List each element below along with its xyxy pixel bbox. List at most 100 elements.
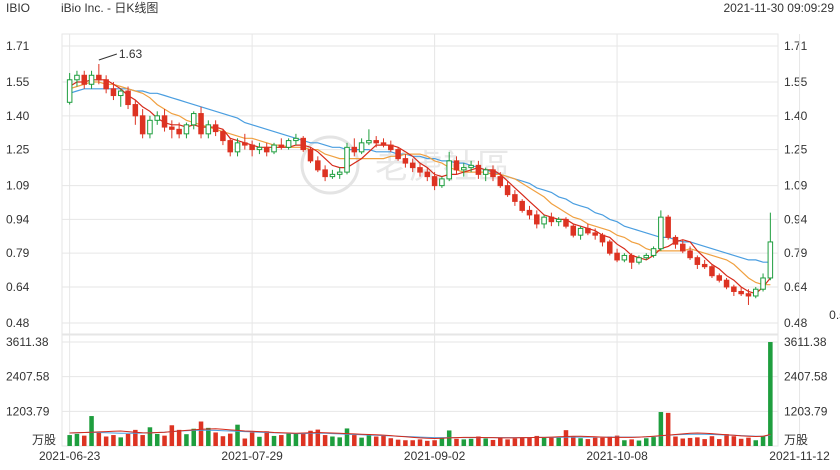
price-tick-right: 1.71: [784, 39, 808, 53]
candle-body: [66, 79, 73, 103]
volume-bar: [468, 438, 474, 446]
candle-body: [621, 254, 628, 261]
candle-body: [417, 167, 423, 173]
candle-body: [285, 140, 292, 148]
candle-body: [431, 176, 438, 187]
volume-bar: [133, 429, 138, 446]
volume-bar: [425, 440, 430, 446]
candle-body: [599, 234, 606, 243]
volume-bar: [541, 437, 547, 446]
candle-body: [424, 171, 431, 178]
price-tick-left: 1.25: [6, 143, 30, 157]
volume-bar: [439, 438, 445, 446]
volume-bar: [578, 438, 583, 446]
candle-body: [366, 140, 372, 144]
volume-bar: [264, 431, 269, 446]
volume-bar: [176, 429, 182, 446]
candle-body: [322, 169, 328, 178]
volume-bar: [249, 432, 255, 446]
volume-bar: [337, 437, 342, 446]
volume-bar: [607, 436, 613, 446]
volume-bar: [571, 436, 576, 446]
candle-body: [709, 266, 715, 277]
volume-bar: [680, 438, 686, 446]
volume-bar: [665, 412, 671, 446]
candle-body: [336, 171, 343, 175]
candle-body: [110, 88, 117, 97]
volume-bar: [498, 437, 503, 446]
volume-bar: [242, 438, 248, 446]
candle-body: [650, 248, 657, 256]
volume-bar: [410, 440, 415, 446]
candle-body: [453, 160, 460, 171]
volume-unit-left: 万股: [32, 433, 56, 447]
candle-body: [300, 137, 306, 151]
volume-bar: [67, 435, 72, 446]
volume-bar: [614, 435, 620, 446]
volume-bar: [600, 437, 605, 446]
candle-body: [752, 288, 759, 297]
volume-panel-frame: [61, 333, 779, 447]
price-tick-right: 1.55: [784, 75, 808, 89]
candle-body: [227, 140, 233, 153]
candle-body: [147, 119, 153, 135]
candle-body: [701, 263, 708, 268]
candle-body: [628, 254, 635, 263]
volume-bar: [731, 436, 737, 446]
price-tick-left: 0.64: [6, 280, 30, 294]
candle-body: [198, 113, 204, 135]
volume-unit-right: 万股: [784, 433, 808, 447]
volume-bar: [622, 440, 627, 446]
volume-bar: [74, 433, 80, 446]
volume-bar: [257, 436, 262, 446]
price-tick-left: 0.48: [6, 316, 30, 330]
volume-bar: [753, 440, 759, 446]
volume-bar: [220, 436, 226, 446]
price-tick-left: 0.79: [6, 246, 30, 260]
candle-body: [439, 178, 445, 187]
volume-tick-left: 1203.79: [6, 404, 50, 418]
date-tick-label: 2021-10-08: [586, 449, 648, 463]
volume-bar: [308, 430, 313, 446]
candle-body: [577, 227, 584, 236]
high-marker-label: 1.63: [119, 47, 143, 61]
candle-body: [482, 169, 489, 175]
candle-body: [344, 146, 350, 173]
candle-body: [694, 257, 701, 265]
candle-body: [555, 218, 562, 223]
volume-bar: [417, 439, 423, 446]
candle-body: [329, 173, 336, 178]
volume-bar: [125, 433, 131, 446]
candle-body: [534, 214, 540, 225]
volume-bar: [103, 436, 109, 446]
volume-bar: [644, 438, 649, 446]
volume-bar: [768, 342, 773, 446]
volume-bar: [512, 438, 518, 446]
volume-bar: [154, 433, 160, 446]
price-tick-left: 1.09: [6, 179, 30, 193]
candle-body: [176, 128, 182, 135]
candle-body: [526, 209, 533, 216]
candle-body: [169, 126, 175, 130]
candle-body: [475, 164, 482, 175]
volume-bar: [563, 430, 569, 446]
price-tick-right: 0.94: [784, 212, 808, 226]
candle-body: [249, 144, 255, 151]
candle-body: [351, 146, 358, 153]
volume-bar: [213, 432, 218, 446]
price-tick-right: 0.64: [784, 280, 808, 294]
candle-body: [205, 124, 212, 135]
candle-body: [190, 113, 197, 126]
volume-bar: [359, 437, 364, 446]
candle-body: [117, 90, 124, 97]
candle-body: [380, 142, 387, 146]
volume-tick-right: 2407.58: [784, 370, 828, 384]
candle-body: [402, 158, 409, 164]
candle-body: [461, 167, 467, 171]
volume-bar: [206, 427, 211, 446]
volume-bar: [461, 439, 467, 446]
candle-body: [446, 160, 452, 180]
volume-bar: [651, 437, 656, 446]
